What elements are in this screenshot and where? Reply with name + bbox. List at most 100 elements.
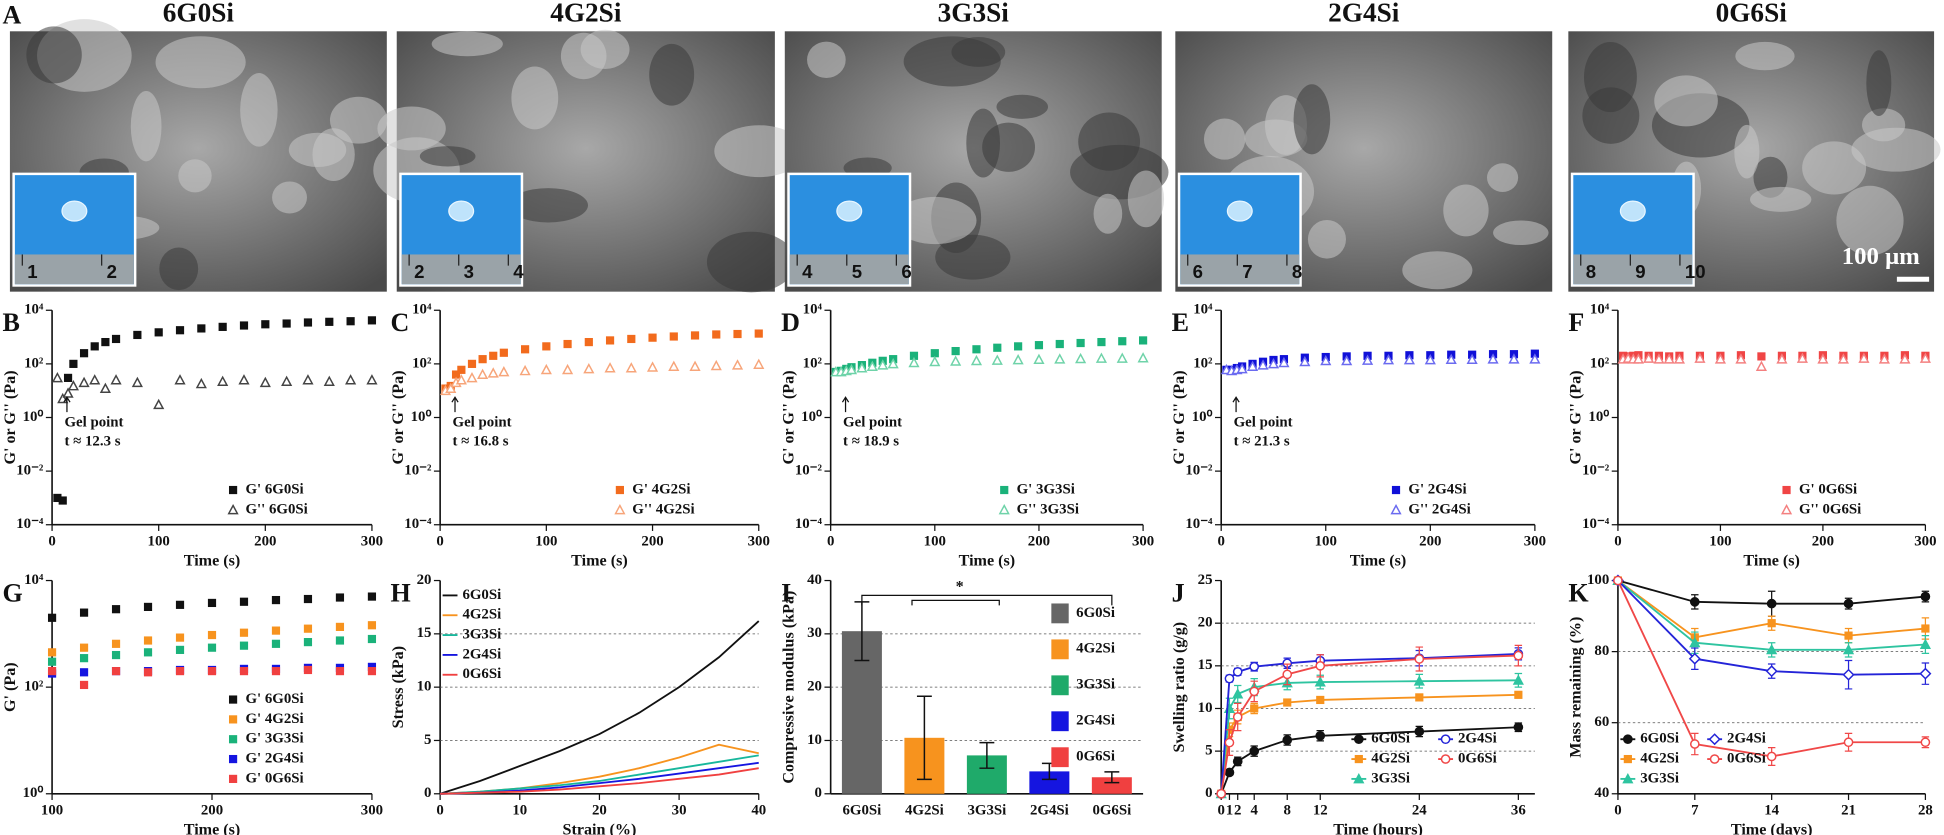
marker — [1766, 598, 1777, 609]
significance-mark: * — [956, 579, 964, 596]
pore — [1402, 251, 1473, 290]
marker — [1487, 353, 1499, 364]
legend-label: 2G4Si — [1727, 731, 1766, 747]
x-tick-label: 14 — [1764, 803, 1779, 819]
x-axis-label: Time (s) — [571, 553, 628, 570]
image-title: 0G6Si — [1716, 0, 1788, 27]
pore — [560, 32, 607, 80]
x-tick-label: 300 — [1132, 534, 1154, 550]
x-axis-label: Time (s) — [184, 553, 241, 570]
marker — [79, 680, 89, 690]
marker — [47, 657, 57, 666]
x-tick-label: 1 — [1226, 803, 1233, 819]
marker — [1766, 751, 1777, 762]
y-tick-label: 10² — [24, 355, 44, 371]
legend-label: 3G3Si — [1640, 770, 1679, 786]
x-tick-label: 40 — [751, 803, 766, 819]
marker — [271, 639, 281, 648]
marker — [1278, 356, 1290, 368]
legend-label: G'' 6G0Si — [245, 501, 307, 517]
marker — [366, 374, 378, 385]
y-axis-label: Swelling ratio (g/g) — [1171, 622, 1188, 753]
y-tick-label: 10⁻⁴ — [1582, 516, 1610, 532]
gel-arrow — [451, 396, 459, 413]
gel-arrow — [1232, 396, 1240, 413]
y-tick-label: 10⁻² — [1582, 463, 1610, 479]
marker — [1224, 737, 1235, 748]
y-tick-label: 10⁴ — [803, 302, 823, 318]
y-tick-label: 0 — [424, 785, 431, 801]
marker — [1341, 354, 1353, 366]
legend-label: 2G4Si — [1458, 731, 1497, 747]
marker — [1688, 652, 1701, 665]
pore — [1734, 124, 1760, 179]
marker — [1508, 353, 1520, 364]
marker — [271, 626, 281, 635]
x-tick-label: 200 — [1028, 534, 1050, 550]
x-axis-label: Time (s) — [959, 553, 1016, 570]
legend-marker — [1623, 754, 1632, 764]
x-tick-label: 8 — [1284, 803, 1291, 819]
marker — [1097, 337, 1106, 347]
marker — [1843, 598, 1854, 609]
pore — [1493, 220, 1549, 246]
marker — [111, 650, 121, 660]
marker — [143, 602, 153, 612]
y-tick-label: 10⁻⁴ — [1185, 516, 1213, 532]
droplet — [448, 200, 475, 222]
marker — [1919, 667, 1932, 680]
marker — [1014, 342, 1023, 351]
ruler-number: 8 — [1292, 261, 1302, 282]
marker — [281, 375, 293, 386]
bar — [1091, 777, 1132, 794]
legend-marker — [227, 503, 239, 515]
pore — [649, 43, 695, 106]
marker — [1137, 352, 1149, 363]
marker — [1283, 698, 1292, 707]
marker — [325, 317, 334, 326]
marker — [335, 593, 345, 602]
y-tick-label: 5 — [424, 732, 431, 748]
marker — [174, 374, 186, 385]
marker — [561, 363, 574, 375]
marker — [79, 668, 89, 677]
gel-arrow — [841, 396, 850, 413]
legend-label: G' 3G3Si — [1017, 481, 1075, 497]
y-tick-label: 10⁻² — [795, 463, 823, 479]
legend-marker — [1353, 772, 1365, 784]
panel-letter: H — [391, 578, 411, 607]
marker — [1643, 352, 1655, 363]
x-tick-label: 0 — [1217, 803, 1224, 819]
x-tick-label: 6G0Si — [842, 803, 881, 819]
marker — [239, 667, 249, 676]
legend-label: G'' 4G2Si — [632, 501, 694, 517]
marker — [367, 634, 377, 644]
marker — [1512, 674, 1524, 685]
marker — [690, 331, 700, 340]
marker — [1424, 354, 1436, 365]
y-tick-label: 30 — [807, 625, 822, 641]
panel-letter: F — [1568, 308, 1584, 337]
y-tick-label: 10⁴ — [1193, 302, 1213, 318]
pore — [1735, 41, 1795, 71]
annotation: Gel point — [64, 415, 123, 431]
x-tick-label: 100 — [924, 534, 946, 550]
marker — [335, 667, 345, 676]
y-tick-label: 10⁻² — [16, 463, 44, 479]
legend-marker — [614, 503, 626, 515]
x-tick-label: 100 — [1709, 534, 1731, 550]
marker — [563, 339, 572, 349]
marker — [1514, 690, 1523, 699]
x-tick-label: 0 — [1614, 534, 1621, 550]
marker — [47, 667, 57, 676]
marker — [712, 330, 721, 339]
legend-label: G'' 2G4Si — [1408, 501, 1470, 517]
legend-marker — [228, 695, 238, 704]
annotation: t ≈ 18.9 s — [843, 433, 899, 449]
marker — [1216, 788, 1227, 799]
marker — [754, 329, 763, 338]
y-tick-label: 10⁻⁴ — [404, 516, 432, 532]
y-tick-label: 10⁴ — [1590, 302, 1610, 318]
ruler-number: 5 — [852, 261, 862, 282]
legend-label: 2G4Si — [462, 646, 501, 662]
